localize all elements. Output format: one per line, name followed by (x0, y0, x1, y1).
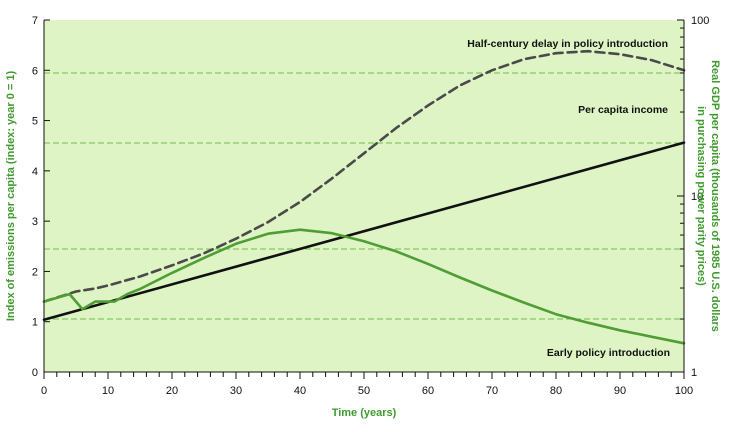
y-left-tick-label: 6 (32, 65, 38, 77)
y-right-axis-title-line1: Real GDP per capita (thousands of 1985 U… (709, 60, 721, 332)
x-tick-label: 50 (358, 385, 370, 397)
x-axis-title: Time (years) (332, 407, 397, 419)
x-tick-label: 70 (486, 385, 498, 397)
x-tick-label: 20 (166, 385, 178, 397)
y-right-tick-label: 1 (691, 367, 697, 379)
y-left-tick-label: 2 (32, 266, 38, 278)
x-tick-label: 0 (41, 385, 47, 397)
tick-labels: 0 10 20 30 40 50 60 70 80 90 100 0 1 2 3 4 5 6 7 1 10 100 (32, 15, 709, 397)
y-right-tick-label: 100 (691, 15, 709, 27)
y-right-tick-label: 10 (691, 191, 703, 203)
series-line-0 (42, 49, 686, 303)
y-left-tick-label: 3 (32, 216, 38, 228)
y-left-tick-label: 4 (32, 166, 38, 178)
ticks (43, 19, 685, 379)
x-tick-label: 10 (102, 385, 114, 397)
y-left-tick-label: 7 (32, 15, 38, 27)
x-tick-label: 60 (422, 385, 434, 397)
y-left-tick-label: 1 (32, 317, 38, 329)
y-left-tick-label: 5 (32, 116, 38, 128)
x-tick-label: 40 (294, 385, 306, 397)
x-tick-label: 80 (550, 385, 562, 397)
y-left-tick-label: 0 (32, 367, 38, 379)
y-right-axis-title: Real GDP per capita (thousands of 1985 U… (695, 60, 721, 332)
y-right-axis-title-line2: in purchasing power parity prices) (695, 106, 707, 286)
series-group (42, 49, 686, 345)
annotation-early: Early policy introduction (547, 347, 670, 359)
annotation-income: Per capita income (578, 104, 668, 116)
series-line-1 (42, 141, 686, 322)
x-tick-label: 30 (230, 385, 242, 397)
y-left-axis-title: Index of emissions per capita (index: ye… (5, 70, 17, 321)
annotation-delay: Half-century delay in policy introductio… (467, 38, 668, 50)
x-tick-label: 100 (675, 385, 693, 397)
plot-area (44, 20, 684, 372)
x-tick-label: 90 (614, 385, 626, 397)
series-line-2 (42, 228, 686, 345)
